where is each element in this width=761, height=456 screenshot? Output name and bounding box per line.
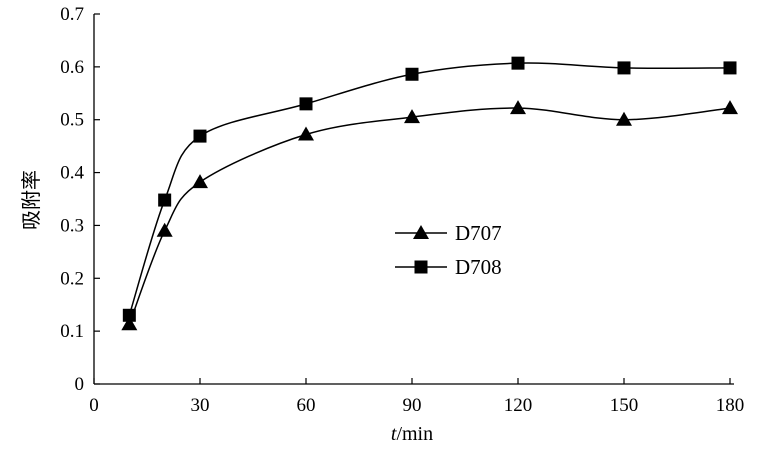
data-point-D707 [722, 100, 738, 115]
x-axis-label: t/min [391, 423, 433, 445]
series-group [121, 56, 738, 331]
axes: 0 0.1 0.2 0.3 0.4 0.5 0.6 0.7 0 30 60 90 120 150 180 [60, 4, 744, 416]
x-tick-label: 150 [610, 395, 639, 416]
data-point-D708 [511, 56, 525, 70]
x-tick-label: 0 [89, 395, 99, 416]
data-point-D708 [158, 193, 172, 207]
data-point-D707 [121, 316, 138, 331]
legend-item-D708: D708 [395, 255, 502, 279]
x-tick-label: 180 [716, 395, 745, 416]
data-point-D707 [510, 100, 526, 115]
x-tick-label: 60 [297, 395, 316, 416]
y-tick-label: 0.6 [60, 57, 84, 78]
legend: D707 D708 [395, 221, 502, 279]
data-point-D708 [193, 129, 207, 143]
series-line-D707 [128, 107, 731, 325]
y-tick-label: 0.1 [60, 321, 84, 342]
data-point-D707 [616, 111, 632, 126]
y-tick-label: 0.4 [60, 163, 84, 184]
legend-label: D707 [455, 221, 502, 245]
x-axis-label-unit: /min [396, 423, 433, 445]
data-point-D708 [723, 61, 737, 75]
x-axis-label-variable: t [391, 423, 397, 445]
y-axis-label: 吸附率 [20, 170, 43, 230]
data-point-D707 [192, 174, 208, 189]
series-D708 [122, 56, 737, 322]
data-point-D708 [405, 67, 419, 81]
x-tick-label: 90 [403, 395, 422, 416]
y-tick-label: 0.5 [60, 110, 84, 131]
legend-marker [414, 260, 428, 274]
legend-label: D708 [455, 255, 502, 279]
data-point-D707 [156, 222, 173, 237]
series-D707 [121, 100, 738, 331]
legend-marker [413, 225, 429, 239]
y-tick-label: 0.2 [60, 268, 84, 289]
data-point-D708 [299, 97, 313, 111]
data-point-D708 [617, 61, 631, 75]
data-point-D707 [404, 109, 420, 124]
data-point-D707 [298, 126, 314, 141]
y-tick-label: 0 [75, 374, 85, 395]
legend-item-D707: D707 [395, 221, 502, 245]
x-tick-label: 120 [504, 395, 533, 416]
series-line-D708 [128, 62, 731, 316]
y-tick-label: 0.7 [60, 4, 84, 25]
y-tick-label: 0.3 [60, 215, 84, 236]
x-tick-label: 30 [191, 395, 210, 416]
data-point-D708 [122, 308, 136, 322]
